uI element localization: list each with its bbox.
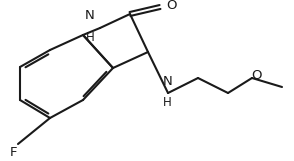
Text: O: O [251,68,261,81]
Text: H: H [86,31,95,44]
Text: F: F [10,146,18,158]
Text: H: H [163,96,172,109]
Text: N: N [85,9,95,22]
Text: O: O [166,0,176,11]
Text: N: N [163,75,173,88]
